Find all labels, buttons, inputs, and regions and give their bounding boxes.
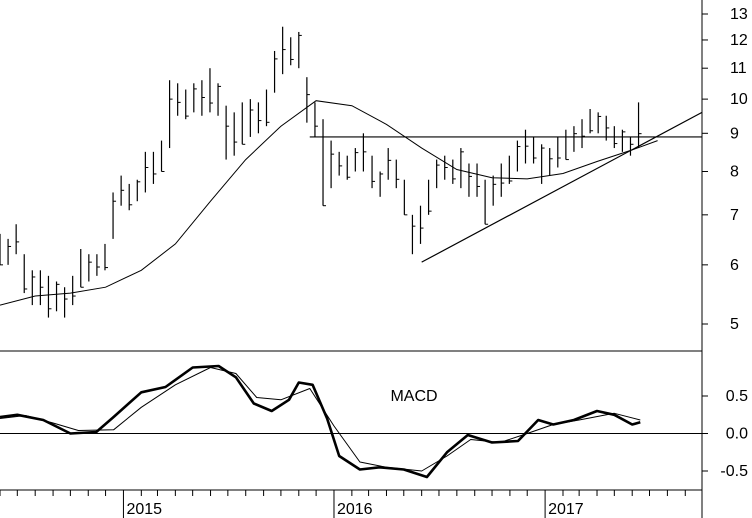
macd-y-tick-label: 0.5 [726,388,748,405]
price-y-tick-label: 11 [730,60,747,77]
support-trendline [421,111,703,263]
macd-signal-line [0,367,641,472]
macd-y-tick-label: 0.0 [726,426,748,443]
x-tick-label: 2016 [337,501,373,518]
price-bars [0,26,642,318]
macd-y-tick-label: -0.5 [720,463,748,480]
moving-average-line [0,100,658,306]
x-tick-label: 2015 [126,501,162,518]
macd-line [0,364,641,479]
price-y-tick-label: 8 [730,164,739,181]
price-y-tick-label: 7 [730,207,739,224]
price-y-tick-label: 12 [730,32,748,49]
price-y-tick-label: 9 [730,125,739,142]
macd-label: MACD [390,388,437,405]
price-y-tick-label: 13 [730,6,748,23]
x-tick-label: 2017 [548,501,584,518]
price-y-tick-label: 10 [730,91,748,108]
price-y-tick-label: 6 [730,257,739,274]
price-y-tick-label: 5 [730,316,739,333]
